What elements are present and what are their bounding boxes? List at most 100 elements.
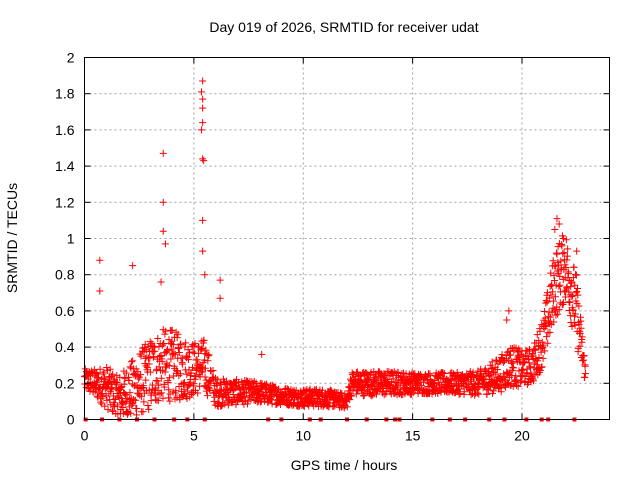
data-point (201, 356, 209, 364)
data-point (177, 340, 185, 348)
data-point (553, 215, 561, 223)
data-point (559, 250, 567, 258)
data-point (205, 384, 213, 392)
data-point (104, 406, 112, 414)
y-axis-label: SRMTID / TECUs (4, 183, 20, 293)
data-point (546, 328, 554, 336)
data-point (537, 366, 545, 374)
data-point (563, 256, 571, 264)
data-point (466, 386, 473, 394)
data-point (201, 373, 209, 381)
data-point (133, 405, 141, 413)
y-tick-label: 0 (67, 412, 75, 428)
data-point (577, 317, 585, 325)
data-point (551, 293, 559, 301)
data-point (507, 351, 515, 359)
data-point (117, 384, 125, 392)
data-point (137, 371, 145, 379)
data-point (167, 355, 175, 363)
data-point (389, 375, 397, 383)
y-tick-label: 0.6 (55, 303, 75, 319)
data-point (199, 155, 207, 163)
data-point (543, 333, 551, 341)
data-point (200, 336, 208, 344)
data-point (186, 349, 193, 357)
data-point (510, 364, 518, 372)
data-point (544, 339, 552, 347)
data-point (535, 353, 543, 361)
data-point (153, 377, 161, 385)
data-point (217, 379, 225, 387)
data-point (514, 382, 522, 390)
data-point (136, 391, 144, 399)
data-point (574, 285, 582, 293)
data-point (572, 271, 580, 279)
data-point (157, 278, 165, 286)
data-point (537, 348, 545, 356)
data-point (547, 291, 555, 299)
x-tick-label: 15 (405, 428, 421, 444)
data-point (216, 387, 224, 395)
data-point (111, 403, 119, 411)
data-point (96, 256, 104, 264)
data-point (549, 257, 557, 265)
data-point (499, 358, 507, 366)
data-point (184, 346, 192, 354)
data-point (543, 289, 551, 297)
data-point (552, 311, 560, 319)
data-point (556, 272, 564, 280)
data-point (161, 330, 169, 338)
data-point (552, 249, 560, 257)
data-point (154, 386, 162, 394)
data-point (517, 367, 525, 375)
data-point (437, 388, 445, 396)
data-point (487, 373, 495, 381)
data-point (168, 345, 176, 353)
y-tick-label: 1.2 (55, 194, 75, 210)
data-point (224, 401, 232, 409)
y-tick-label: 2 (67, 50, 75, 66)
data-point (155, 381, 163, 389)
data-point (373, 390, 381, 398)
data-point (281, 391, 289, 399)
data-point (479, 384, 487, 392)
data-point (156, 390, 164, 398)
data-point (257, 398, 265, 406)
data-point (164, 379, 172, 387)
data-point (577, 324, 585, 332)
data-point (132, 411, 140, 419)
data-point (158, 389, 166, 397)
data-point (145, 360, 153, 368)
data-point (160, 383, 168, 391)
data-point (109, 370, 117, 378)
data-point (556, 281, 564, 289)
data-point (190, 380, 198, 388)
data-point (199, 247, 207, 255)
data-point (554, 310, 562, 318)
data-point (566, 312, 574, 320)
data-point (560, 235, 568, 242)
data-point (523, 369, 531, 377)
data-point (576, 329, 584, 337)
y-tick-label: 0.2 (55, 375, 75, 391)
data-point (539, 341, 547, 349)
data-point (194, 389, 202, 397)
data-point (113, 378, 121, 386)
data-point (199, 216, 207, 224)
data-point (122, 369, 130, 377)
data-point (546, 320, 554, 328)
data-point (154, 397, 162, 405)
y-tick-label: 1.6 (55, 122, 75, 138)
data-point (546, 313, 554, 321)
data-point (165, 386, 173, 394)
data-point (348, 392, 356, 400)
data-point (456, 390, 464, 398)
data-point (581, 362, 589, 370)
data-point (563, 284, 571, 292)
data-point (189, 348, 197, 356)
data-point (550, 318, 558, 326)
data-point (538, 363, 546, 371)
data-point (526, 363, 534, 371)
data-point (565, 288, 573, 296)
data-point (201, 271, 209, 279)
